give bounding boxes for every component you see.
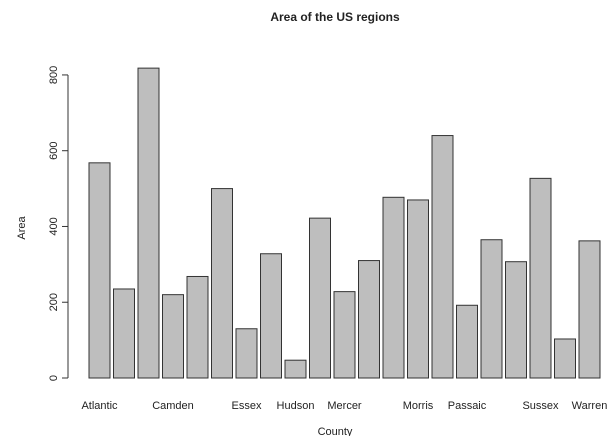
bar bbox=[578, 240, 601, 379]
bar bbox=[186, 275, 209, 379]
y-tick-label: 800 bbox=[48, 66, 60, 84]
x-tick-label: Warren bbox=[572, 400, 608, 412]
bar bbox=[235, 328, 258, 379]
x-tick-label: Morris bbox=[403, 400, 434, 412]
y-tick-label: 0 bbox=[48, 375, 60, 381]
bar bbox=[137, 67, 160, 379]
y-axis-label: Area bbox=[16, 216, 28, 240]
bar bbox=[382, 196, 405, 379]
bar bbox=[88, 162, 111, 379]
bar bbox=[456, 304, 478, 379]
bar bbox=[407, 199, 429, 379]
x-tick-label: Camden bbox=[152, 400, 194, 412]
x-axis-label: County bbox=[318, 426, 353, 436]
bar bbox=[309, 217, 331, 379]
bar bbox=[284, 359, 307, 379]
chart-title: Area of the US regions bbox=[270, 10, 400, 24]
bar bbox=[358, 260, 380, 379]
bar bbox=[211, 188, 233, 379]
bar bbox=[260, 253, 282, 379]
y-tick-label: 200 bbox=[48, 293, 60, 311]
bar bbox=[113, 288, 135, 379]
bar bbox=[333, 291, 356, 379]
bar bbox=[505, 261, 527, 379]
bar bbox=[162, 294, 184, 379]
bar bbox=[431, 135, 454, 379]
x-tick-label: Essex bbox=[232, 400, 262, 412]
x-tick-label: Mercer bbox=[327, 400, 362, 412]
bar bbox=[554, 338, 576, 379]
x-tick-label: Passaic bbox=[448, 400, 487, 412]
bar bbox=[529, 177, 552, 379]
x-tick-label: Hudson bbox=[277, 400, 315, 412]
bar bbox=[480, 239, 503, 379]
x-tick-label: Sussex bbox=[522, 400, 559, 412]
y-tick-label: 400 bbox=[48, 217, 60, 235]
y-tick-label: 600 bbox=[48, 142, 60, 160]
x-tick-label: Atlantic bbox=[81, 400, 118, 412]
